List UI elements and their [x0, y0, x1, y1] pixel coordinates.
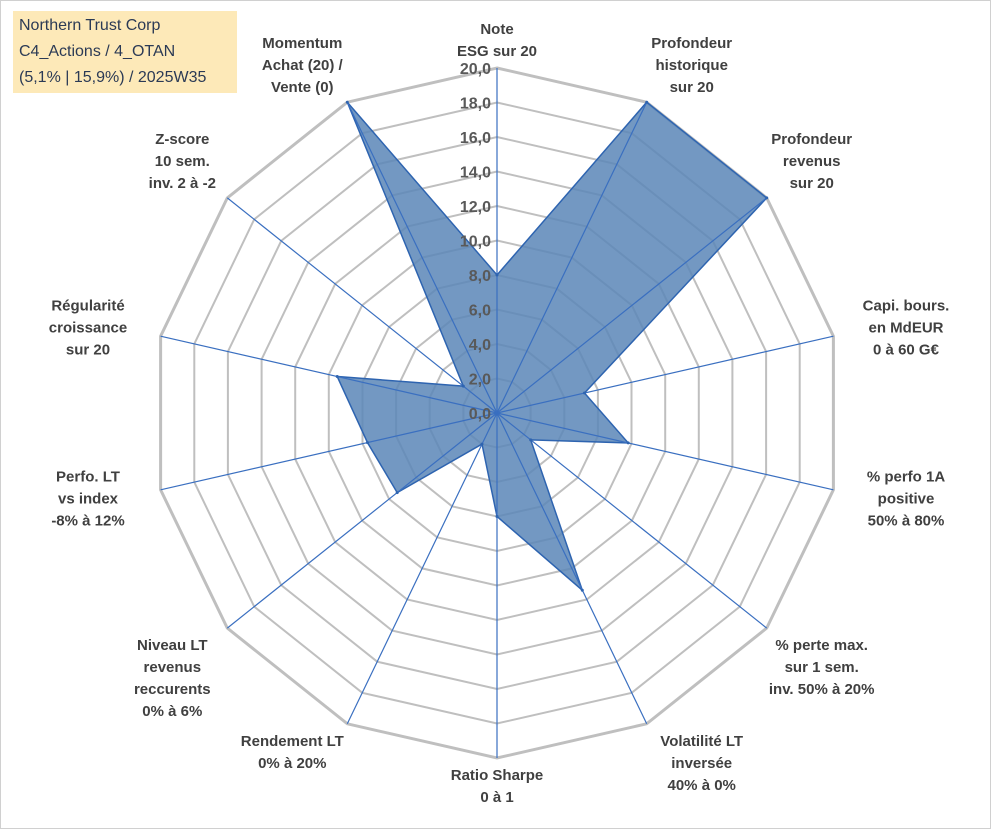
axis-spoke — [496, 197, 768, 414]
axis-spoke — [226, 412, 498, 629]
data-point — [495, 515, 499, 518]
data-point — [583, 391, 586, 395]
tick-label: 4,0 — [469, 337, 491, 354]
axis-label: Régularité croissance sur 20 — [49, 297, 127, 358]
axis-label: Niveau LT revenus reccurents 0% à 6% — [134, 637, 211, 720]
data-point — [335, 375, 339, 378]
info-company: Northern Trust Corp — [19, 17, 161, 34]
info-category: C4_Actions / 4_OTAN — [19, 43, 176, 60]
data-point — [366, 441, 369, 445]
axis-spoke — [226, 197, 498, 414]
tick-label: 14,0 — [460, 165, 491, 182]
tick-label: 12,0 — [460, 199, 491, 216]
axis-spoke — [160, 412, 498, 491]
data-point — [345, 100, 349, 104]
tick-label: 18,0 — [460, 96, 491, 113]
info-box: Northern Trust Corp C4_Actions / 4_OTAN … — [13, 11, 237, 93]
axis-label: Rendement LT 0% à 20% — [241, 733, 344, 772]
data-point — [626, 441, 630, 445]
tick-label: 16,0 — [460, 130, 491, 147]
tick-label: 10,0 — [460, 234, 491, 251]
tick-label: 6,0 — [469, 303, 491, 320]
data-point — [765, 196, 769, 200]
tick-label: 2,0 — [469, 372, 491, 389]
axis-spoke — [496, 335, 834, 414]
data-point — [395, 491, 399, 495]
axis-label: Ratio Sharpe 0 à 1 — [451, 767, 544, 806]
axis-label: Z-score 10 sem. inv. 2 à -2 — [149, 131, 216, 192]
info-period: (5,1% | 15,9%) / 2025W35 — [19, 69, 207, 86]
axis-label: Note ESG sur 20 — [457, 21, 537, 60]
axis-spoke — [346, 412, 498, 725]
tick-label: 20,0 — [460, 61, 491, 78]
axis-label: Volatilité LT inversée 40% à 0% — [660, 733, 743, 794]
axis-label: Capi. bours. en MdEUR 0 à 60 G€ — [863, 297, 950, 358]
data-point — [461, 384, 465, 388]
axis-label: Profondeur historique sur 20 — [651, 35, 732, 96]
axis-spoke — [496, 412, 834, 491]
axis-spoke — [496, 412, 768, 629]
data-area — [335, 101, 768, 593]
data-point — [580, 588, 584, 592]
data-point — [495, 273, 499, 277]
data-point — [645, 100, 649, 104]
axis-spoke — [346, 101, 498, 414]
tick-label: 0,0 — [469, 406, 491, 423]
data-point — [480, 442, 484, 446]
data-point — [529, 438, 533, 442]
axis-label: Profondeur revenus sur 20 — [771, 131, 852, 192]
axis-label: Perfo. LT vs index -8% à 12% — [51, 469, 124, 530]
axis-spoke — [160, 335, 498, 414]
axis-spoke — [496, 412, 648, 725]
tick-label: 8,0 — [469, 268, 491, 285]
axis-label: % perte max. sur 1 sem. inv. 50% à 20% — [769, 637, 875, 698]
axis-spoke — [496, 101, 648, 414]
axis-label: Momentum Achat (20) / Vente (0) — [262, 35, 344, 96]
axis-label: % perfo 1A positive 50% à 80% — [867, 469, 946, 530]
